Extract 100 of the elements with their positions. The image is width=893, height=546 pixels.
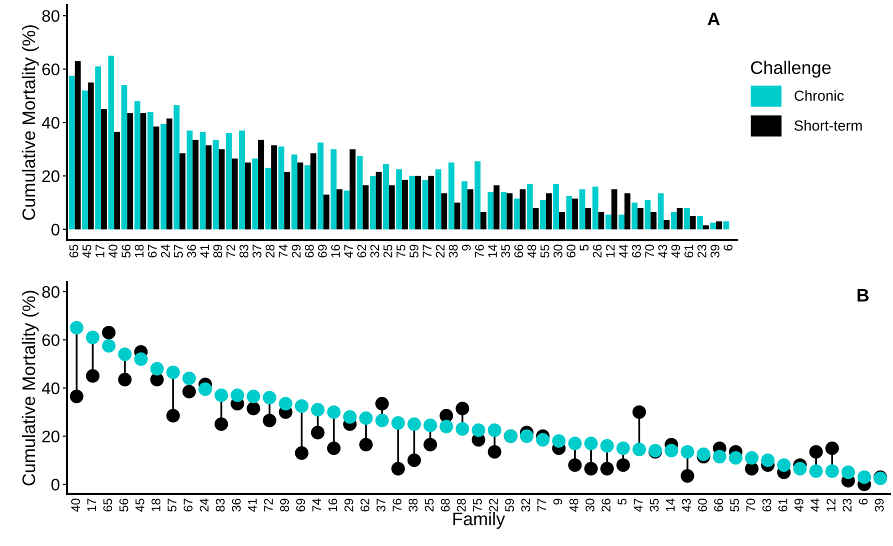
bar — [632, 202, 638, 230]
x-tick-label: 43 — [682, 498, 691, 512]
bar — [278, 146, 284, 230]
point — [424, 438, 438, 452]
point — [310, 426, 325, 440]
bar — [252, 158, 258, 230]
x-tick-label: 25 — [383, 244, 392, 258]
x-tick-label: 37 — [376, 498, 386, 512]
x-tick-label: 16 — [331, 244, 340, 258]
x-tick-label: 32 — [521, 498, 530, 512]
bar — [624, 193, 630, 230]
x-tick-label: 22 — [436, 244, 444, 258]
bar — [297, 162, 304, 230]
bar — [218, 149, 225, 230]
point — [375, 396, 389, 410]
x-tick-label: 70 — [746, 498, 756, 512]
point — [680, 469, 694, 483]
x-tick-label: 47 — [344, 244, 353, 258]
bar — [304, 165, 310, 230]
x-tick-label: 14 — [488, 244, 497, 258]
x-tick-label: 16 — [328, 498, 338, 512]
x-tick-label: 28 — [456, 498, 466, 512]
x-tick-label: 6 — [724, 244, 733, 250]
bar — [690, 216, 696, 230]
x-tick-label: 23 — [842, 498, 852, 512]
x-tick-label: 45 — [136, 498, 144, 512]
bar — [611, 189, 618, 230]
x-tick-label: 62 — [357, 244, 366, 258]
bar — [514, 198, 520, 230]
bar — [310, 153, 316, 230]
x-tick-label: 61 — [684, 244, 694, 258]
point — [793, 462, 807, 476]
x-tick-label: 26 — [592, 244, 602, 258]
x-tick-label: 66 — [714, 498, 723, 512]
bar — [474, 161, 481, 230]
x-tick-label: 41 — [248, 498, 257, 512]
point — [246, 390, 260, 404]
point — [359, 411, 373, 425]
bar — [702, 225, 709, 230]
y-tick-label: 60 — [42, 334, 60, 346]
x-tick-label: 40 — [71, 498, 80, 512]
bar — [388, 185, 395, 230]
bar — [114, 132, 120, 230]
bar — [291, 154, 298, 230]
x-tick-label: 36 — [187, 244, 196, 258]
bar — [480, 212, 486, 230]
bar — [140, 113, 146, 230]
point — [568, 458, 582, 472]
bar — [147, 112, 154, 230]
point — [600, 462, 614, 476]
x-tick-label: 22 — [489, 498, 498, 512]
legend-label: Short-term — [794, 120, 862, 131]
bar — [697, 216, 703, 230]
point — [150, 362, 164, 376]
point — [134, 352, 148, 366]
point — [294, 399, 308, 413]
x-tick-label: 29 — [344, 498, 354, 512]
point — [600, 439, 614, 453]
x-tick-label: 55 — [540, 244, 550, 258]
bar — [192, 140, 199, 230]
point — [102, 339, 116, 353]
point — [230, 388, 244, 402]
point — [777, 458, 791, 472]
bar — [605, 214, 612, 230]
x-tick-label: 38 — [408, 498, 418, 512]
x-tick-label: 66 — [514, 244, 524, 258]
bar — [402, 180, 408, 230]
bar — [572, 198, 578, 230]
chart-title: A — [708, 12, 720, 26]
point — [214, 388, 228, 402]
y-tick-label: 20 — [42, 170, 60, 182]
bar — [200, 132, 206, 230]
legend-title: Challenge — [751, 60, 831, 78]
point — [407, 454, 421, 468]
bar — [415, 176, 421, 230]
point — [664, 444, 678, 458]
bar — [676, 208, 683, 230]
x-tick-label: 12 — [606, 244, 615, 258]
bar — [592, 186, 598, 230]
point — [70, 321, 84, 335]
x-tick-label: 29 — [292, 244, 301, 258]
x-tick-label: 59 — [505, 498, 514, 512]
bar — [362, 185, 369, 230]
x-tick-label: 9 — [553, 498, 562, 505]
point — [294, 446, 308, 460]
x-tick-label: 56 — [119, 498, 128, 512]
x-tick-label: 5 — [580, 244, 589, 251]
point — [214, 417, 228, 431]
x-tick-label: 70 — [645, 244, 654, 258]
point — [262, 390, 276, 404]
x-tick-label: 40 — [108, 244, 118, 258]
bar — [553, 184, 560, 230]
x-tick-label: 63 — [762, 498, 772, 512]
point — [456, 402, 470, 416]
y-axis-title: Cumulative Mortality (%) — [22, 25, 39, 220]
x-tick-label: 17 — [87, 498, 96, 512]
point — [166, 408, 180, 422]
x-tick-label: 26 — [602, 498, 610, 512]
x-tick-label: 56 — [122, 244, 131, 258]
x-tick-label: 30 — [586, 498, 594, 512]
